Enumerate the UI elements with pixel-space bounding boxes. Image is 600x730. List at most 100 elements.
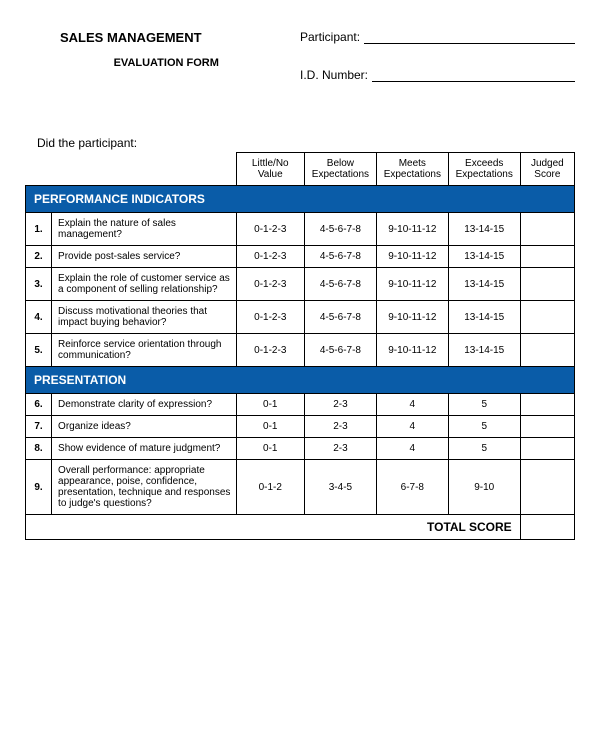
judged-cell[interactable] <box>520 416 574 438</box>
score-cell[interactable]: 13-14-15 <box>448 246 520 268</box>
score-cell[interactable]: 9-10-11-12 <box>376 213 448 246</box>
table-row: 8. Show evidence of mature judgment? 0-1… <box>26 438 575 460</box>
row-num: 2. <box>26 246 52 268</box>
score-cell[interactable]: 9-10 <box>448 460 520 515</box>
judged-cell[interactable] <box>520 246 574 268</box>
participant-label: Participant: <box>300 30 360 44</box>
id-field: I.D. Number: <box>300 68 575 82</box>
score-cell[interactable]: 5 <box>448 438 520 460</box>
row-question: Provide post-sales service? <box>52 246 237 268</box>
score-cell[interactable]: 0-1-2-3 <box>236 213 304 246</box>
judged-cell[interactable] <box>520 213 574 246</box>
score-cell[interactable]: 4-5-6-7-8 <box>304 334 376 367</box>
score-cell[interactable]: 9-10-11-12 <box>376 334 448 367</box>
col-little-no: Little/No Value <box>236 153 304 186</box>
col-judged: Judged Score <box>520 153 574 186</box>
score-cell[interactable]: 13-14-15 <box>448 301 520 334</box>
score-cell[interactable]: 0-1-2 <box>236 460 304 515</box>
row-num: 9. <box>26 460 52 515</box>
section-label: PRESENTATION <box>26 367 575 394</box>
table-row: 3. Explain the role of customer service … <box>26 268 575 301</box>
score-cell[interactable]: 2-3 <box>304 394 376 416</box>
header-left: SALES MANAGEMENT EVALUATION FORM <box>25 30 273 106</box>
score-cell[interactable]: 0-1-2-3 <box>236 334 304 367</box>
score-cell[interactable]: 4 <box>376 438 448 460</box>
score-cell[interactable]: 4 <box>376 394 448 416</box>
row-num: 4. <box>26 301 52 334</box>
id-label: I.D. Number: <box>300 68 368 82</box>
table-row: 9. Overall performance: appropriate appe… <box>26 460 575 515</box>
row-question: Organize ideas? <box>52 416 237 438</box>
score-cell[interactable]: 4-5-6-7-8 <box>304 301 376 334</box>
score-cell[interactable]: 0-1-2-3 <box>236 268 304 301</box>
score-cell[interactable]: 0-1 <box>236 394 304 416</box>
title-sub: EVALUATION FORM <box>25 57 273 69</box>
section-presentation: PRESENTATION <box>26 367 575 394</box>
col-exceeds: Exceeds Expectations <box>448 153 520 186</box>
table-row: 6. Demonstrate clarity of expression? 0-… <box>26 394 575 416</box>
table-header-row: Little/No Value Below Expectations Meets… <box>26 153 575 186</box>
score-cell[interactable]: 5 <box>448 416 520 438</box>
row-question: Overall performance: appropriate appeara… <box>52 460 237 515</box>
row-num: 6. <box>26 394 52 416</box>
prompt-text: Did the participant: <box>25 136 575 150</box>
row-num: 8. <box>26 438 52 460</box>
participant-input-line[interactable] <box>364 30 575 44</box>
judged-cell[interactable] <box>520 438 574 460</box>
score-cell[interactable]: 0-1-2-3 <box>236 246 304 268</box>
score-cell[interactable]: 9-10-11-12 <box>376 268 448 301</box>
col-blank2 <box>52 153 237 186</box>
row-num: 1. <box>26 213 52 246</box>
score-cell[interactable]: 4 <box>376 416 448 438</box>
col-below: Below Expectations <box>304 153 376 186</box>
row-question: Explain the role of customer service as … <box>52 268 237 301</box>
table-row: 4. Discuss motivational theories that im… <box>26 301 575 334</box>
score-cell[interactable]: 13-14-15 <box>448 268 520 301</box>
total-row: TOTAL SCORE <box>26 515 575 540</box>
row-question: Discuss motivational theories that impac… <box>52 301 237 334</box>
score-cell[interactable]: 4-5-6-7-8 <box>304 268 376 301</box>
judged-cell[interactable] <box>520 268 574 301</box>
score-cell[interactable]: 9-10-11-12 <box>376 246 448 268</box>
judged-cell[interactable] <box>520 334 574 367</box>
row-question: Reinforce service orientation through co… <box>52 334 237 367</box>
score-cell[interactable]: 2-3 <box>304 416 376 438</box>
id-input-line[interactable] <box>372 68 575 82</box>
row-num: 7. <box>26 416 52 438</box>
score-cell[interactable]: 13-14-15 <box>448 213 520 246</box>
score-cell[interactable]: 0-1 <box>236 438 304 460</box>
col-meets: Meets Expectations <box>376 153 448 186</box>
judged-cell[interactable] <box>520 301 574 334</box>
score-cell[interactable]: 4-5-6-7-8 <box>304 213 376 246</box>
row-num: 5. <box>26 334 52 367</box>
col-blank <box>26 153 52 186</box>
row-question: Explain the nature of sales management? <box>52 213 237 246</box>
row-question: Show evidence of mature judgment? <box>52 438 237 460</box>
score-cell[interactable]: 13-14-15 <box>448 334 520 367</box>
section-label: PERFORMANCE INDICATORS <box>26 186 575 213</box>
score-cell[interactable]: 2-3 <box>304 438 376 460</box>
section-performance: PERFORMANCE INDICATORS <box>26 186 575 213</box>
row-num: 3. <box>26 268 52 301</box>
table-row: 5. Reinforce service orientation through… <box>26 334 575 367</box>
score-cell[interactable]: 3-4-5 <box>304 460 376 515</box>
score-cell[interactable]: 4-5-6-7-8 <box>304 246 376 268</box>
total-label: TOTAL SCORE <box>26 515 521 540</box>
table-row: 1. Explain the nature of sales managemen… <box>26 213 575 246</box>
total-score-cell[interactable] <box>520 515 574 540</box>
judged-cell[interactable] <box>520 394 574 416</box>
participant-field: Participant: <box>300 30 575 44</box>
evaluation-table: Little/No Value Below Expectations Meets… <box>25 152 575 540</box>
score-cell[interactable]: 6-7-8 <box>376 460 448 515</box>
table-row: 2. Provide post-sales service? 0-1-2-3 4… <box>26 246 575 268</box>
title-main: SALES MANAGEMENT <box>25 30 273 45</box>
score-cell[interactable]: 5 <box>448 394 520 416</box>
score-cell[interactable]: 9-10-11-12 <box>376 301 448 334</box>
header-right: Participant: I.D. Number: <box>300 30 575 106</box>
judged-cell[interactable] <box>520 460 574 515</box>
score-cell[interactable]: 0-1-2-3 <box>236 301 304 334</box>
score-cell[interactable]: 0-1 <box>236 416 304 438</box>
form-header: SALES MANAGEMENT EVALUATION FORM Partici… <box>25 30 575 106</box>
row-question: Demonstrate clarity of expression? <box>52 394 237 416</box>
table-row: 7. Organize ideas? 0-1 2-3 4 5 <box>26 416 575 438</box>
